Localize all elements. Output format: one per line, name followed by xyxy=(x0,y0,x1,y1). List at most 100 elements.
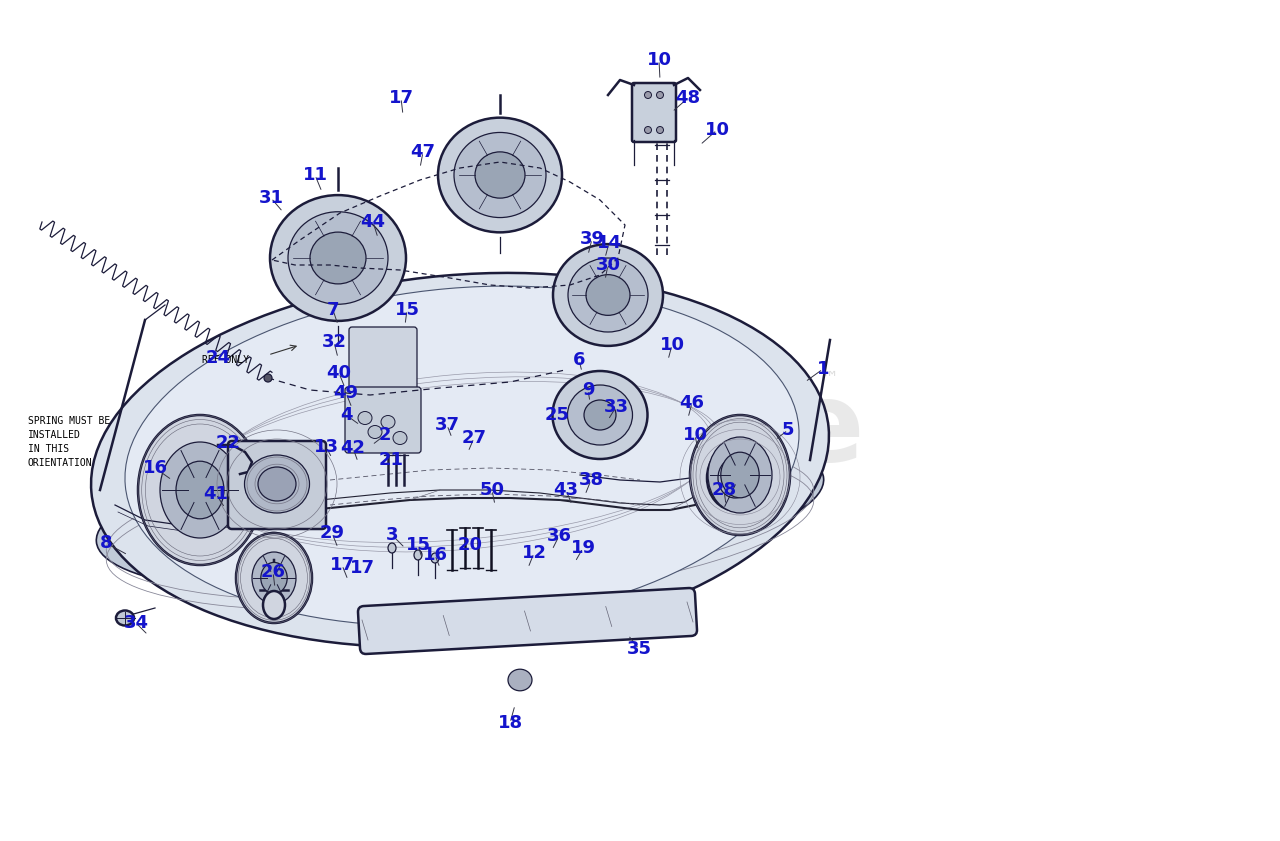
Text: 40: 40 xyxy=(326,364,352,382)
Ellipse shape xyxy=(708,437,772,513)
Ellipse shape xyxy=(116,611,134,626)
Ellipse shape xyxy=(475,152,525,198)
Text: 29: 29 xyxy=(320,524,344,542)
Text: PartTree: PartTree xyxy=(335,377,865,484)
Ellipse shape xyxy=(160,442,241,538)
Text: 37: 37 xyxy=(434,416,460,434)
Text: 49: 49 xyxy=(334,384,358,402)
Text: 16: 16 xyxy=(422,546,448,564)
Ellipse shape xyxy=(718,458,753,498)
Text: 27: 27 xyxy=(462,429,486,447)
Ellipse shape xyxy=(657,126,663,134)
FancyBboxPatch shape xyxy=(632,83,676,142)
Text: 15: 15 xyxy=(394,301,420,319)
Text: 5: 5 xyxy=(782,421,795,439)
Ellipse shape xyxy=(721,452,759,498)
Ellipse shape xyxy=(438,118,562,232)
Text: 10: 10 xyxy=(682,426,708,444)
Ellipse shape xyxy=(310,232,366,284)
Ellipse shape xyxy=(288,212,388,304)
Text: 14: 14 xyxy=(596,234,622,252)
Ellipse shape xyxy=(645,126,652,134)
Ellipse shape xyxy=(270,195,406,321)
Text: 46: 46 xyxy=(680,394,704,412)
Text: 8: 8 xyxy=(100,534,113,552)
Ellipse shape xyxy=(553,244,663,346)
Ellipse shape xyxy=(645,92,652,98)
Text: 4: 4 xyxy=(339,406,352,424)
Text: 15: 15 xyxy=(406,536,430,554)
Text: 34: 34 xyxy=(123,614,148,632)
Text: 6: 6 xyxy=(572,351,585,369)
Ellipse shape xyxy=(138,415,262,565)
Ellipse shape xyxy=(431,553,439,563)
Ellipse shape xyxy=(125,286,799,626)
Text: 42: 42 xyxy=(340,439,366,457)
Text: 43: 43 xyxy=(553,481,579,499)
Text: 22: 22 xyxy=(215,434,241,452)
Text: 1: 1 xyxy=(817,360,829,378)
Ellipse shape xyxy=(381,415,396,429)
Text: 2: 2 xyxy=(379,426,392,444)
Ellipse shape xyxy=(252,552,296,604)
Ellipse shape xyxy=(454,132,547,218)
FancyBboxPatch shape xyxy=(358,588,698,654)
Ellipse shape xyxy=(264,374,273,382)
Ellipse shape xyxy=(259,467,296,501)
Text: 17: 17 xyxy=(329,556,355,574)
Text: 11: 11 xyxy=(302,166,328,184)
Text: REF ONLY: REF ONLY xyxy=(202,355,250,365)
Text: 13: 13 xyxy=(314,438,338,456)
Ellipse shape xyxy=(567,385,632,445)
Text: 39: 39 xyxy=(580,230,604,248)
Ellipse shape xyxy=(358,411,372,425)
Ellipse shape xyxy=(96,424,823,595)
Text: SPRING MUST BE
INSTALLED
IN THIS
ORIENTATION: SPRING MUST BE INSTALLED IN THIS ORIENTA… xyxy=(28,416,110,468)
Ellipse shape xyxy=(244,455,310,513)
Text: 9: 9 xyxy=(581,381,594,399)
Text: 10: 10 xyxy=(659,336,685,354)
Text: 16: 16 xyxy=(142,459,168,477)
Ellipse shape xyxy=(261,563,287,594)
Ellipse shape xyxy=(553,371,648,459)
Ellipse shape xyxy=(413,550,422,560)
FancyBboxPatch shape xyxy=(228,441,326,529)
Text: 24: 24 xyxy=(206,349,230,367)
Ellipse shape xyxy=(91,272,829,647)
Ellipse shape xyxy=(568,258,648,332)
Text: 31: 31 xyxy=(259,189,283,207)
Text: 7: 7 xyxy=(326,301,339,319)
Ellipse shape xyxy=(388,543,396,553)
Text: 12: 12 xyxy=(521,544,547,562)
Text: 41: 41 xyxy=(204,485,229,503)
Text: 47: 47 xyxy=(411,143,435,161)
Ellipse shape xyxy=(657,92,663,98)
FancyBboxPatch shape xyxy=(346,387,421,453)
Text: 21: 21 xyxy=(379,451,403,469)
Text: 17: 17 xyxy=(389,89,413,107)
Ellipse shape xyxy=(393,431,407,445)
FancyBboxPatch shape xyxy=(349,327,417,408)
Text: 19: 19 xyxy=(571,539,595,557)
Text: 3: 3 xyxy=(385,526,398,544)
Text: 10: 10 xyxy=(704,121,730,139)
Text: 48: 48 xyxy=(676,89,700,107)
Text: 50: 50 xyxy=(480,481,504,499)
Text: 10: 10 xyxy=(646,51,672,69)
Text: 18: 18 xyxy=(498,714,522,732)
Text: 38: 38 xyxy=(579,471,604,489)
Ellipse shape xyxy=(177,461,224,519)
Text: 33: 33 xyxy=(603,398,628,416)
Ellipse shape xyxy=(690,415,790,535)
Ellipse shape xyxy=(584,400,616,430)
Text: 25: 25 xyxy=(544,406,570,424)
Text: 35: 35 xyxy=(626,640,652,658)
Text: 17: 17 xyxy=(349,559,375,577)
Ellipse shape xyxy=(369,426,381,438)
Text: 32: 32 xyxy=(321,333,347,351)
Text: 28: 28 xyxy=(712,481,736,499)
Text: 36: 36 xyxy=(547,527,571,545)
Ellipse shape xyxy=(236,533,312,623)
Text: 30: 30 xyxy=(595,256,621,274)
Ellipse shape xyxy=(262,591,285,619)
